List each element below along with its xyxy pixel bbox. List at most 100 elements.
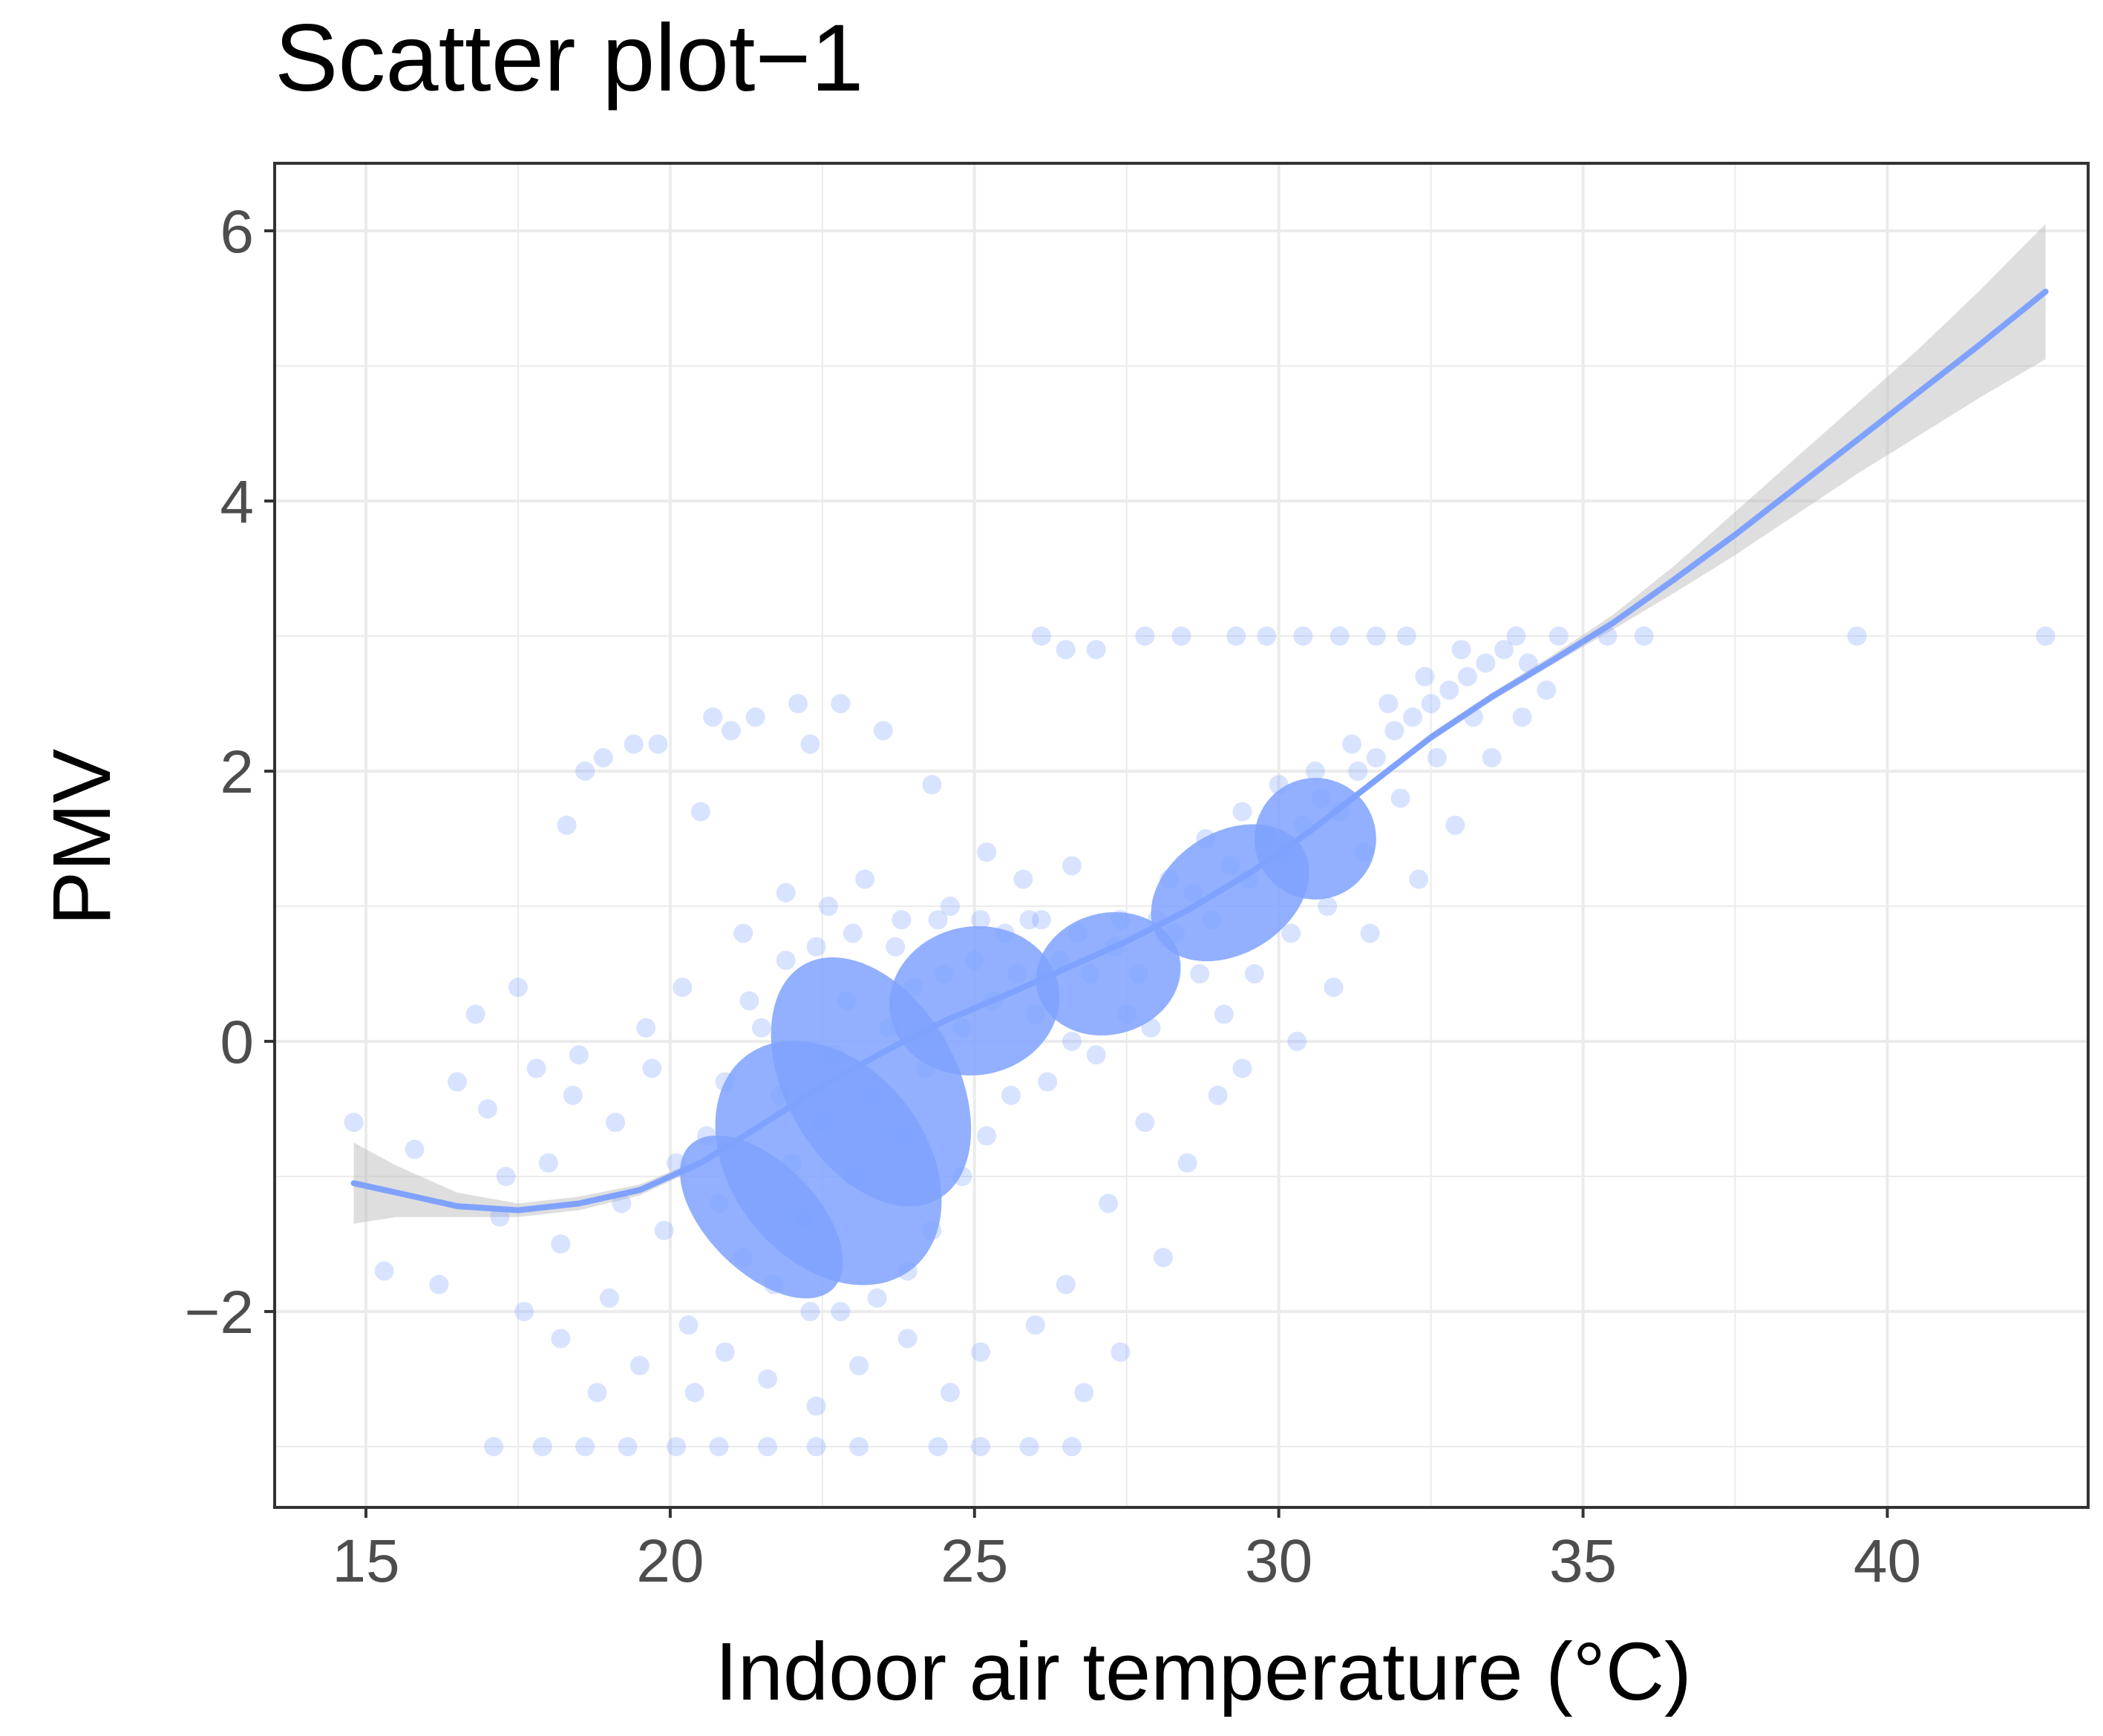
chart-title: Scatter plot−1 — [275, 5, 863, 111]
y-tick-label: 6 — [220, 198, 254, 266]
scatter-point — [1056, 1274, 1076, 1294]
scatter-point — [1324, 977, 1344, 998]
scatter-point — [995, 923, 1015, 943]
scatter-point — [1111, 1342, 1131, 1362]
scatter-point — [1244, 964, 1264, 984]
scatter-point — [770, 1085, 790, 1105]
scatter-point — [563, 1085, 583, 1105]
scatter-point — [952, 1018, 972, 1038]
scatter-point — [1476, 653, 1496, 673]
scatter-point — [1232, 1058, 1252, 1078]
scatter-point — [776, 950, 796, 970]
panel-background — [275, 163, 2088, 1507]
scatter-point — [1415, 666, 1435, 687]
scatter-point — [374, 1261, 394, 1281]
scatter-point — [1269, 775, 1289, 795]
scatter-point — [1457, 666, 1477, 687]
x-tick-label: 25 — [941, 1527, 1008, 1595]
scatter-point — [447, 1072, 467, 1092]
y-tick-label: 2 — [220, 738, 254, 806]
scatter-point — [1183, 882, 1203, 903]
scatter-point — [569, 1045, 589, 1065]
scatter-point — [1013, 869, 1033, 889]
scatter-point — [831, 694, 851, 714]
scatter-point — [1348, 761, 1368, 782]
scatter-point — [782, 1153, 802, 1173]
scatter-point — [1366, 747, 1386, 767]
scatter-point — [1062, 856, 1082, 876]
scatter-point — [1409, 869, 1429, 889]
y-axis: −2 0 2 4 6 — [185, 198, 275, 1346]
scatter-point — [1220, 856, 1240, 876]
scatter-point — [831, 1302, 851, 1322]
scatter-point — [940, 1383, 960, 1403]
scatter-point — [1451, 640, 1471, 660]
scatter-point — [867, 1288, 887, 1308]
scatter-point — [1281, 923, 1301, 943]
scatter-point — [861, 1085, 881, 1105]
scatter-point — [551, 1329, 571, 1349]
scatter-point — [1153, 1248, 1173, 1268]
scatter-point — [1421, 694, 1441, 714]
dense-cloud-layer — [680, 778, 1376, 1299]
scatter-point — [1208, 1085, 1228, 1105]
grid-layer — [275, 163, 2088, 1507]
scatter-point — [1427, 747, 1447, 767]
scatter-point — [703, 707, 723, 727]
scatter-point — [800, 734, 820, 754]
scatter-point — [849, 1355, 869, 1375]
scatter-point — [1165, 923, 1185, 943]
panel-border — [273, 162, 2090, 1509]
scatter-point — [1305, 761, 1325, 782]
scatter-point — [715, 1342, 735, 1362]
scatter-point — [606, 1113, 626, 1133]
scatter-point — [739, 991, 759, 1011]
scatter-point — [667, 1437, 687, 1457]
scatter-point — [806, 1437, 826, 1457]
scatter-point — [892, 1126, 912, 1146]
scatter-point — [1019, 1437, 1039, 1457]
scatter-point — [837, 991, 857, 1011]
scatter-point — [1232, 802, 1252, 822]
scatter-point — [575, 1437, 595, 1457]
scatter-point — [673, 977, 693, 998]
scatter-point — [1482, 747, 1502, 767]
scatter-point — [697, 1126, 717, 1146]
scatter-point — [1116, 1004, 1136, 1024]
scatter-point — [678, 1315, 699, 1335]
scatter-point — [667, 1153, 687, 1173]
scatter-point — [612, 1193, 632, 1213]
scatter-point — [642, 1058, 662, 1078]
scatter-point — [1031, 626, 1051, 646]
scatter-point — [624, 734, 644, 754]
scatter-point — [496, 1167, 516, 1187]
scatter-point — [733, 1248, 753, 1268]
scatter-point — [733, 923, 753, 943]
scatter-point — [1512, 707, 1532, 727]
dense-point-cloud — [1254, 778, 1376, 900]
scatter-point — [599, 1288, 619, 1308]
scatter-point — [1086, 1045, 1106, 1065]
scatter-point — [1080, 964, 1100, 984]
scatter-point — [551, 1234, 571, 1254]
scatter-point — [758, 1369, 778, 1389]
scatter-point — [648, 734, 668, 754]
x-axis: 15 20 25 30 35 40 — [332, 1507, 1921, 1595]
scatter-point — [916, 1058, 936, 1078]
scatter-point — [721, 721, 741, 741]
scatter-point — [405, 1139, 425, 1159]
y-tick-label: −2 — [185, 1279, 255, 1346]
scatter-point — [526, 1058, 546, 1078]
scatter-point — [636, 1018, 656, 1038]
scatter-point — [508, 977, 528, 998]
scatter-point — [843, 923, 863, 943]
scatter-point — [1050, 950, 1070, 970]
scatter-point — [970, 1437, 990, 1457]
scatter-point — [1548, 626, 1569, 646]
scatter-point — [465, 1004, 485, 1024]
scatter-point — [1177, 1153, 1197, 1173]
scatter-point — [1160, 869, 1180, 889]
scatter-point — [1312, 788, 1332, 808]
scatter-point — [970, 910, 990, 930]
scatter-point — [654, 1220, 674, 1240]
